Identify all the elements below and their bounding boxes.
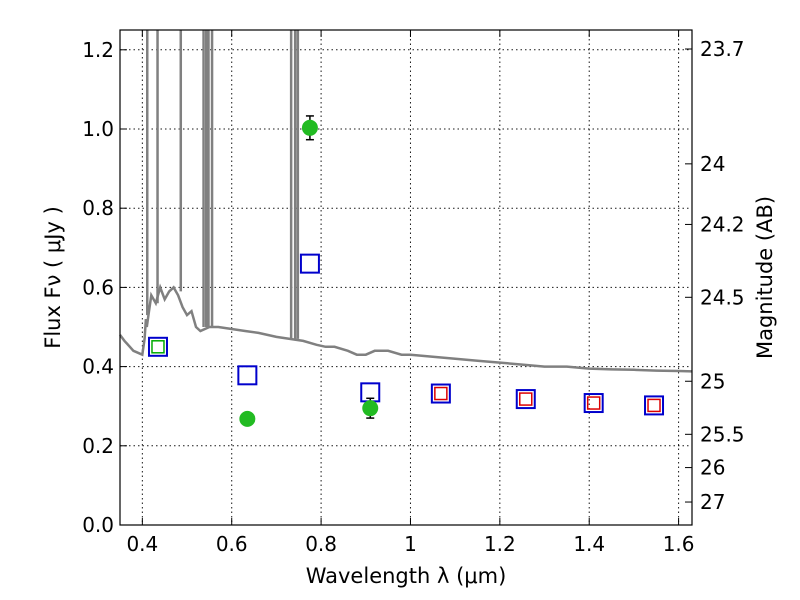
y2-tick-label: 25 [700, 369, 725, 393]
observed-square-red [647, 398, 661, 413]
y-tick-label: 0.2 [82, 434, 114, 458]
model-square-marker [237, 365, 258, 386]
spectrum-layer [119, 30, 693, 373]
model-square-marker [147, 336, 168, 357]
model-square-marker [299, 253, 320, 274]
axis-ticks: 0.4 0.6 0.8 1 1.2 1.4 1.6 0.0 0.2 0.4 0.6 0.8 1.0 1.2… [82, 30, 745, 556]
y-tick-label: 1.2 [82, 38, 114, 62]
model-square-marker [430, 383, 451, 404]
y2-tick-label: 24 [700, 152, 725, 176]
y-tick-label: 0.6 [82, 275, 114, 299]
model-square-marker [644, 395, 665, 416]
observed-square-green [151, 340, 165, 354]
y2-tick-label: 24.5 [700, 285, 745, 309]
observed-square-red [586, 396, 601, 410]
x-tick-label: 1 [404, 532, 417, 556]
observed-square-red [519, 392, 533, 406]
model-square-marker [515, 389, 536, 410]
y2-tick-label: 27 [700, 490, 725, 514]
plot-frame [119, 29, 693, 526]
y-tick-label: 0.4 [82, 355, 114, 379]
y2-tick-label: 25.5 [700, 422, 745, 446]
grid-lines [120, 30, 692, 526]
y-tick-label: 0.0 [82, 513, 114, 537]
y-axis-label: Flux Fν ( μJy ) [41, 206, 65, 349]
x-tick-label: 1.6 [663, 532, 695, 556]
x-tick-label: 1.4 [573, 532, 605, 556]
y-tick-label: 0.8 [82, 196, 114, 220]
spectrum-line [119, 283, 693, 373]
y2-tick-label: 26 [700, 456, 725, 480]
x-tick-label: 1.2 [484, 532, 516, 556]
y2-tick-label: 23.7 [700, 37, 745, 61]
photometry-markers [147, 115, 665, 427]
x-tick-label: 0.6 [216, 532, 248, 556]
model-square-marker [583, 393, 604, 414]
x-tick-label: 0.8 [305, 532, 337, 556]
x-tick-label: 0.4 [126, 532, 158, 556]
detection-point [301, 119, 318, 136]
detection-point [239, 410, 256, 427]
y-tick-label: 1.0 [82, 117, 114, 141]
y2-tick-label: 24.2 [700, 212, 745, 236]
y2-axis-label: Magnitude (AB) [753, 196, 777, 359]
x-axis-label: Wavelength λ (μm) [306, 564, 507, 588]
detection-point [362, 400, 379, 417]
observed-square-red [434, 386, 448, 401]
